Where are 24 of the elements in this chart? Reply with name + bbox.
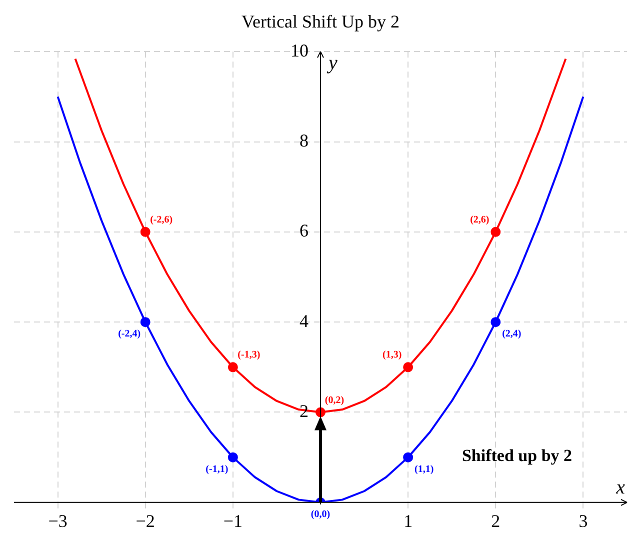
y-tick-label: 6 (300, 220, 308, 241)
annotation: (-2,6) (150, 214, 173, 226)
annotation: Shifted up by 2 (462, 446, 572, 465)
y-axis-title: y (326, 52, 338, 74)
annotation: (-1,3) (238, 350, 260, 361)
annotation: (0,2) (324, 394, 344, 406)
x-tick-label: 3 (578, 510, 588, 531)
chart-title: Vertical Shift Up by 2 (242, 12, 400, 32)
annotation: (-2,4) (118, 328, 141, 340)
x-tick-label: −2 (136, 510, 155, 531)
annotation: (1,3) (382, 350, 402, 361)
x-tick-label: −1 (223, 510, 243, 531)
x-tick-label: 2 (491, 510, 500, 531)
annotation: (0,0) (310, 508, 330, 520)
x-tick-label: −3 (48, 510, 68, 531)
annotation: (2,4) (502, 328, 522, 340)
x-tick-label: 1 (404, 510, 413, 531)
annotation: (2,6) (470, 214, 490, 226)
y-tick-label: 4 (300, 310, 308, 331)
annotation: (-1,1) (206, 464, 228, 475)
y-tick-label: 10 (290, 40, 308, 60)
x-axis-title: x (615, 476, 626, 499)
annotation: (1,1) (414, 464, 434, 475)
y-tick-label: 8 (300, 130, 308, 150)
